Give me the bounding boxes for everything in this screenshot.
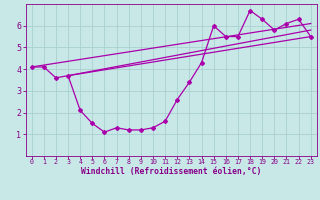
X-axis label: Windchill (Refroidissement éolien,°C): Windchill (Refroidissement éolien,°C) xyxy=(81,167,261,176)
